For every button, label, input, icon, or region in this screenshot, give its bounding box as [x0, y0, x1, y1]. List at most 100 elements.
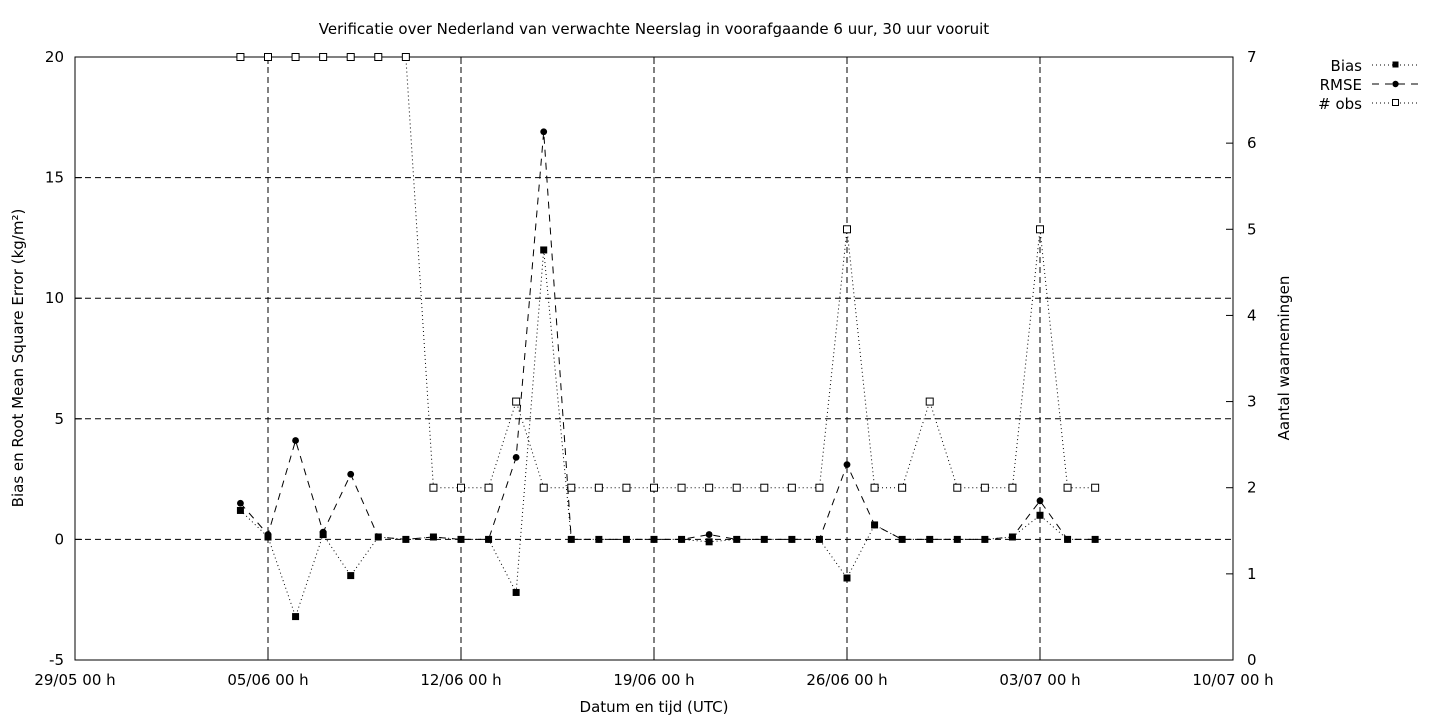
point-bias: [815, 535, 823, 543]
point-obs: [953, 483, 962, 492]
y-tick-label: -5: [49, 651, 64, 669]
point-obs: [1063, 483, 1072, 492]
point-rmse: [540, 128, 548, 136]
legend-label-bias: Bias: [1331, 57, 1363, 75]
point-obs: [484, 483, 493, 492]
point-bias: [485, 535, 493, 543]
point-obs: [291, 53, 300, 61]
legend: Bias RMSE # obs: [1318, 57, 1420, 113]
point-bias: [292, 613, 300, 621]
point-obs: [236, 53, 245, 61]
legend-label-rmse: RMSE: [1320, 76, 1362, 94]
y-axis-title: Bias en Root Mean Square Error (kg/m²): [9, 209, 27, 508]
point-bias: [843, 574, 851, 582]
x-tick-label: 12/06 00 h: [420, 671, 501, 689]
y-tick-label: 15: [45, 169, 64, 187]
grid-layer: [75, 57, 1233, 660]
y2-tick-label: 0: [1247, 651, 1257, 669]
point-bias: [926, 535, 934, 543]
point-rmse: [1036, 497, 1044, 505]
point-obs: [1091, 483, 1100, 492]
point-obs: [898, 483, 907, 492]
point-bias: [595, 535, 603, 543]
point-bias: [678, 535, 686, 543]
point-obs: [457, 483, 465, 492]
point-bias: [1036, 511, 1044, 519]
series-layer: [236, 53, 1100, 621]
point-bias: [457, 535, 465, 543]
series-line-bias: [240, 249, 1096, 619]
point-obs: [760, 483, 769, 492]
point-bias: [1091, 535, 1099, 543]
point-obs: [705, 483, 714, 492]
point-bias: [429, 533, 437, 541]
point-bias: [402, 535, 410, 543]
point-bias: [981, 535, 989, 543]
point-obs: [980, 483, 989, 492]
y2-tick-label: 2: [1247, 479, 1257, 497]
point-obs: [787, 483, 796, 492]
point-bias: [622, 535, 630, 543]
legend-marker-obs: [1392, 99, 1399, 106]
point-obs: [319, 53, 328, 61]
point-rmse: [347, 470, 355, 478]
point-bias: [733, 535, 741, 543]
point-bias: [898, 535, 906, 543]
y-tick-label: 10: [45, 289, 64, 307]
label-layer: 29/05 00 h 05/06 00 h 12/06 00 h 19/06 00 h…: [34, 48, 1273, 689]
legend-marker-rmse: [1392, 80, 1399, 88]
point-obs: [622, 483, 631, 492]
point-bias: [567, 535, 575, 543]
y2-tick-label: 5: [1247, 220, 1257, 238]
chart-title: Verificatie over Nederland van verwachte…: [319, 20, 989, 38]
series-line-obs: [240, 56, 1096, 489]
point-bias: [705, 538, 713, 546]
series-line-rmse: [240, 131, 1096, 540]
point-obs: [264, 53, 272, 61]
point-obs: [429, 483, 438, 492]
point-rmse: [705, 531, 713, 538]
y2-tick-label: 6: [1247, 134, 1257, 152]
x-axis-title: Datum en tijd (UTC): [580, 698, 729, 716]
point-bias: [760, 535, 768, 543]
point-obs: [374, 53, 383, 61]
point-rmse: [512, 453, 520, 461]
point-bias: [374, 533, 382, 541]
point-bias: [650, 535, 658, 543]
point-obs: [1036, 225, 1044, 234]
point-obs: [650, 483, 658, 492]
point-obs: [1008, 483, 1017, 492]
point-bias: [788, 535, 796, 543]
legend-marker-bias: [1392, 61, 1399, 68]
point-obs: [732, 483, 741, 492]
y2-tick-label: 7: [1247, 48, 1257, 66]
point-bias: [953, 535, 961, 543]
point-rmse: [843, 461, 851, 469]
point-obs: [512, 397, 521, 406]
x-tick-label: 10/07 00 h: [1192, 671, 1273, 689]
y2-tick-label: 3: [1247, 393, 1257, 411]
point-obs: [539, 483, 548, 492]
x-tick-label: 05/06 00 h: [227, 671, 308, 689]
point-bias: [319, 531, 327, 539]
x-tick-label: 26/06 00 h: [806, 671, 887, 689]
y-tick-label: 0: [54, 530, 64, 548]
legend-item-obs: # obs: [1318, 95, 1420, 113]
legend-item-rmse: RMSE: [1320, 76, 1420, 94]
point-bias: [512, 588, 520, 596]
y2-tick-label: 1: [1247, 565, 1257, 583]
point-obs: [925, 397, 934, 406]
point-bias: [871, 521, 879, 529]
legend-item-bias: Bias: [1331, 57, 1420, 75]
legend-label-obs: # obs: [1318, 95, 1362, 113]
point-rmse: [292, 437, 299, 444]
point-bias: [540, 246, 548, 254]
point-bias: [347, 572, 355, 580]
point-obs: [677, 483, 686, 492]
y-tick-label: 5: [54, 410, 64, 428]
point-obs: [594, 483, 603, 492]
point-bias: [1008, 533, 1016, 541]
x-tick-label: 19/06 00 h: [613, 671, 694, 689]
point-obs: [870, 483, 879, 492]
